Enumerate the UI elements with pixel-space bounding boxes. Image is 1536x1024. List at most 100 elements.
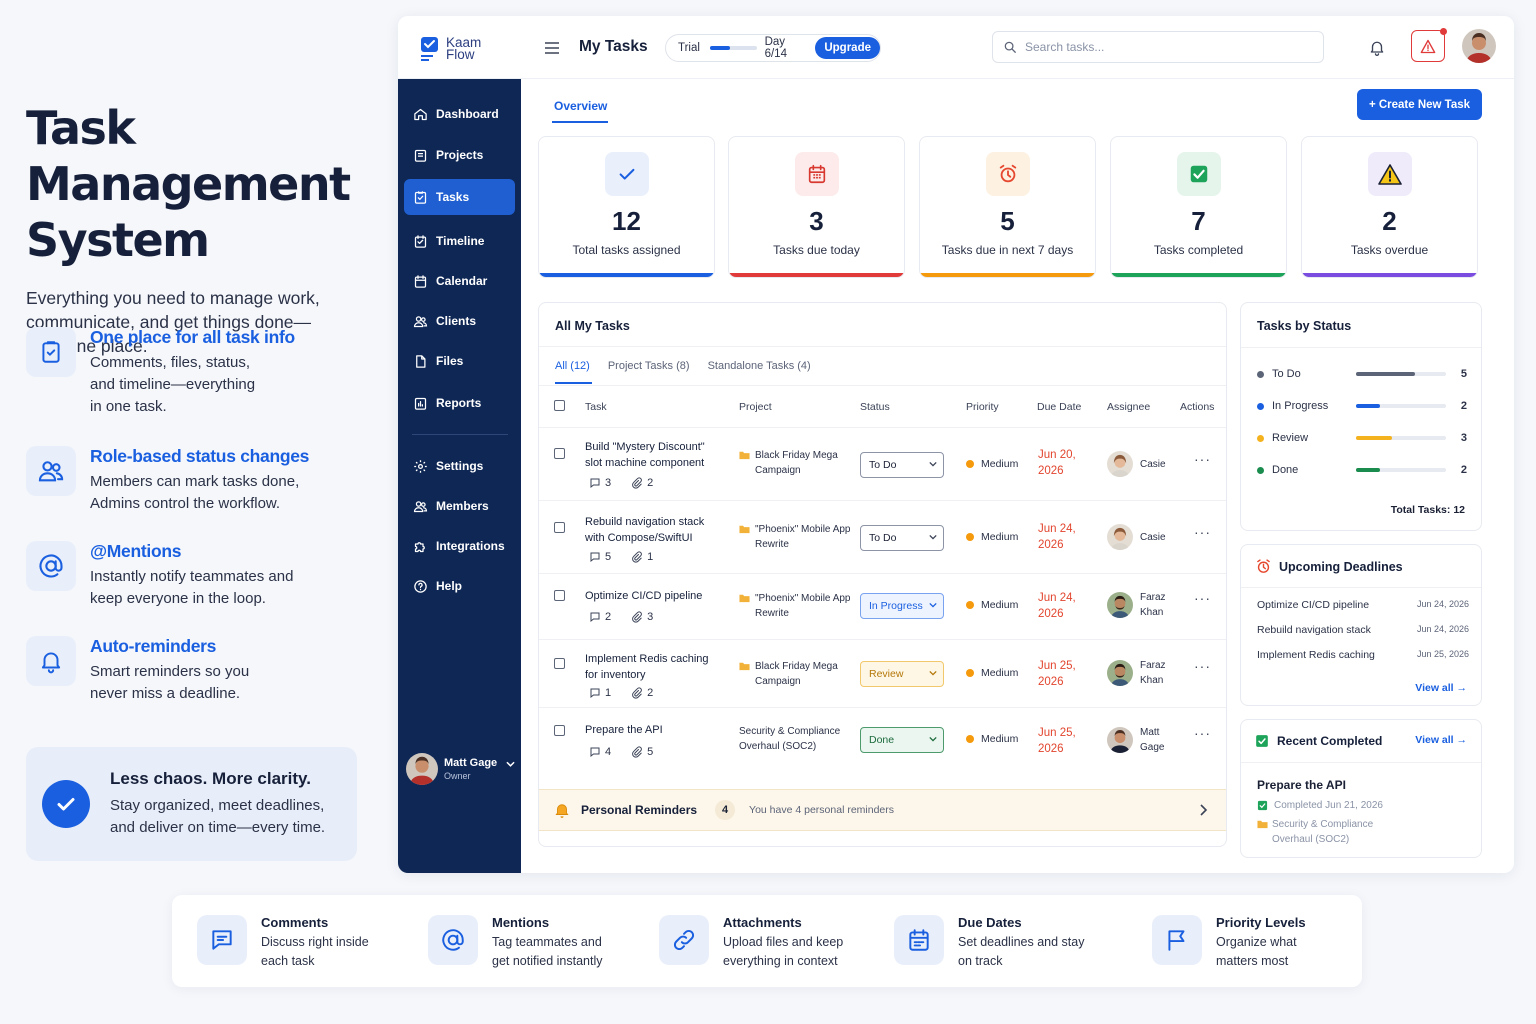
search-box[interactable] <box>992 31 1324 63</box>
sidebar-item-projects[interactable]: Projects <box>404 137 515 173</box>
row-checkbox[interactable] <box>554 522 565 533</box>
stat-card-total: 12 Total tasks assigned <box>538 136 715 278</box>
table-row[interactable]: Implement Redis caching for inventory 1 … <box>539 639 1226 707</box>
row-actions-icon[interactable]: ··· <box>1194 524 1211 540</box>
bell-icon <box>555 804 569 818</box>
sidebar-item-clients[interactable]: Clients <box>404 303 515 339</box>
sidebar-item-timeline[interactable]: Timeline <box>404 223 515 259</box>
status-select[interactable]: To Do <box>860 525 944 551</box>
deadline-date: Jun 25, 2026 <box>1416 649 1469 659</box>
bottom-feature-desc: Set deadlines and stay on track <box>958 935 1085 968</box>
sidebar-item-settings[interactable]: Settings <box>404 448 515 484</box>
bottom-feature-desc: Organize what matters most <box>1216 935 1297 968</box>
sidebar-item-tasks[interactable]: Tasks <box>404 179 515 215</box>
priority-dot <box>966 735 974 743</box>
assignee[interactable]: Casie <box>1107 451 1172 477</box>
divider <box>539 500 1226 501</box>
sidebar-item-label: Settings <box>436 459 484 473</box>
col-project[interactable]: Project <box>739 401 772 413</box>
recent-task-name[interactable]: Prepare the API <box>1257 778 1346 792</box>
status-select[interactable]: Done <box>860 727 944 753</box>
chevron-down-icon <box>929 736 937 742</box>
menu-icon[interactable] <box>544 42 560 54</box>
logo[interactable]: Kaam Flow <box>420 36 481 62</box>
upcoming-card: Upcoming Deadlines Optimize CI/CD pipeli… <box>1240 544 1482 706</box>
calendar-icon <box>894 915 944 965</box>
tab-all[interactable]: All (12) <box>555 360 590 372</box>
status-dot <box>1257 370 1264 378</box>
col-priority[interactable]: Priority <box>966 401 999 413</box>
col-due-date[interactable]: Due Date <box>1037 401 1082 413</box>
search-input[interactable] <box>1025 40 1305 54</box>
user-avatar[interactable] <box>1462 29 1496 63</box>
col-assignee[interactable]: Assignee <box>1107 401 1151 413</box>
task-project[interactable]: "Phoenix" Mobile App Rewrite <box>739 522 854 552</box>
tab-overview[interactable]: Overview <box>551 99 609 123</box>
tab-project-tasks[interactable]: Project Tasks (8) <box>607 360 690 372</box>
task-name[interactable]: Implement Redis caching for inventory <box>585 653 709 681</box>
task-project[interactable]: "Phoenix" Mobile App Rewrite <box>739 591 854 621</box>
task-name[interactable]: Rebuild navigation stack with Compose/Sw… <box>585 516 705 544</box>
feature-desc: Comments, files, status, and timeline—ev… <box>90 354 256 415</box>
sidebar-user[interactable]: Matt Gage Owner <box>406 753 515 785</box>
table-row[interactable]: Rebuild navigation stack with Compose/Sw… <box>539 500 1226 573</box>
sidebar-item-calendar[interactable]: Calendar <box>404 263 515 299</box>
row-actions-icon[interactable]: ··· <box>1194 725 1211 741</box>
task-name[interactable]: Prepare the API <box>585 724 663 736</box>
status-label: Review <box>1272 432 1309 444</box>
row-checkbox[interactable] <box>554 448 565 459</box>
stat-card-due-today: 3 Tasks due today <box>728 136 905 278</box>
assignee[interactable]: Faraz Khan <box>1107 658 1172 688</box>
upcoming-view-all-link[interactable]: View all → <box>1415 682 1467 694</box>
create-task-button[interactable]: + Create New Task <box>1357 89 1482 120</box>
task-name[interactable]: Build "Mystery Discount" slot machine co… <box>585 441 705 469</box>
table-row[interactable]: Prepare the API 4 5 Security & Complianc… <box>539 707 1226 777</box>
bottom-feature-title: Mentions <box>492 915 550 930</box>
priority: Medium <box>966 599 1018 611</box>
task-project[interactable]: Black Friday Mega Campaign <box>739 659 854 689</box>
tab-standalone-tasks[interactable]: Standalone Tasks (4) <box>707 360 811 372</box>
personal-reminders-bar[interactable]: Personal Reminders 4 You have 4 personal… <box>539 789 1226 831</box>
sidebar-item-members[interactable]: Members <box>404 488 515 524</box>
assignee[interactable]: Matt Gage <box>1107 725 1172 755</box>
row-actions-icon[interactable]: ··· <box>1194 590 1211 606</box>
deadline-item[interactable]: Implement Redis caching Jun 25, 2026 <box>1257 649 1469 661</box>
row-checkbox[interactable] <box>554 590 565 601</box>
due-date: Jun 20, 2026 <box>1038 449 1076 477</box>
task-name[interactable]: Optimize CI/CD pipeline <box>585 590 703 602</box>
upgrade-button[interactable]: Upgrade <box>815 37 880 59</box>
table-row[interactable]: Optimize CI/CD pipeline 2 3 "Phoenix" Mo… <box>539 573 1226 639</box>
comment-count: 3 <box>605 477 612 489</box>
select-all-checkbox[interactable] <box>554 400 565 411</box>
sidebar-item-reports[interactable]: Reports <box>404 385 515 421</box>
deadline-date: Jun 24, 2026 <box>1416 624 1469 634</box>
row-actions-icon[interactable]: ··· <box>1194 451 1211 467</box>
deadline-item[interactable]: Optimize CI/CD pipeline Jun 24, 2026 <box>1257 599 1469 611</box>
alert-button[interactable] <box>1411 28 1447 62</box>
col-task[interactable]: Task <box>585 401 607 413</box>
assignee[interactable]: Faraz Khan <box>1107 590 1172 620</box>
sidebar-item-files[interactable]: Files <box>404 343 515 379</box>
assignee[interactable]: Casie <box>1107 524 1172 550</box>
status-select[interactable]: Review <box>860 661 944 687</box>
status-select[interactable]: To Do <box>860 452 944 478</box>
row-actions-icon[interactable]: ··· <box>1194 658 1211 674</box>
row-checkbox[interactable] <box>554 658 565 669</box>
recent-view-all-link[interactable]: View all → <box>1415 734 1467 746</box>
table-row[interactable]: Build "Mystery Discount" slot machine co… <box>539 427 1226 500</box>
sidebar-item-integrations[interactable]: Integrations <box>404 528 515 564</box>
notifications-bell-icon[interactable] <box>1368 38 1386 57</box>
col-status[interactable]: Status <box>860 401 890 413</box>
attachment-count: 3 <box>647 611 654 623</box>
status-dot <box>1257 434 1264 442</box>
status-select[interactable]: In Progress <box>860 593 944 619</box>
sidebar-item-help[interactable]: Help <box>404 568 515 604</box>
comment-count: 5 <box>605 551 612 563</box>
task-project[interactable]: Black Friday Mega Campaign <box>739 448 854 478</box>
row-checkbox[interactable] <box>554 725 565 736</box>
deadline-item[interactable]: Rebuild navigation stack Jun 24, 2026 <box>1257 624 1469 636</box>
status-label: Done <box>1272 464 1299 476</box>
sidebar-item-dashboard[interactable]: Dashboard <box>404 96 515 132</box>
task-project[interactable]: Security & Compliance Overhaul (SOC2) <box>739 724 855 754</box>
app-window: Kaam Flow My Tasks Trial Day 6/14 Upgrade <box>398 16 1514 873</box>
